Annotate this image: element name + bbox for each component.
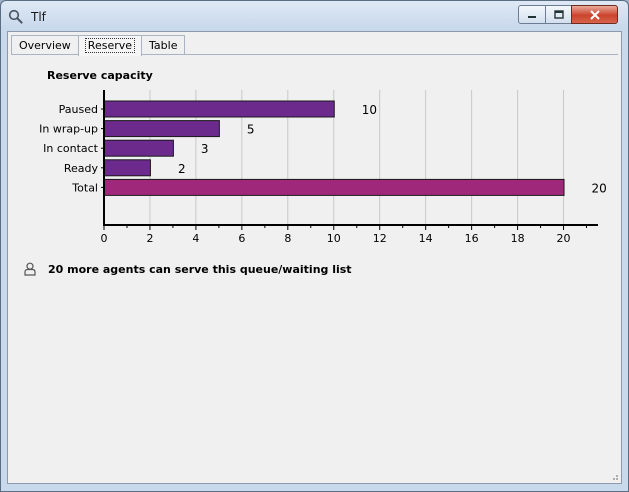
maximize-icon <box>553 10 564 19</box>
chart-title: Reserve capacity <box>47 69 153 82</box>
x-tick-label: 2 <box>146 232 153 245</box>
data-label: 2 <box>178 162 186 176</box>
agent-icon <box>24 262 36 276</box>
close-icon <box>589 9 600 20</box>
tab-bar: Overview Reserve Table <box>11 35 186 56</box>
x-tick-label: 18 <box>511 232 525 245</box>
tab-overview-label: Overview <box>19 39 71 52</box>
tab-reserve[interactable]: Reserve <box>77 35 143 56</box>
x-tick-label: 6 <box>238 232 245 245</box>
data-label: 20 <box>592 181 607 195</box>
bar-ready <box>104 159 151 177</box>
data-label: 10 <box>362 103 377 117</box>
category-label: In wrap-up <box>39 123 98 136</box>
x-tick-label: 12 <box>373 232 387 245</box>
title-bar[interactable]: Tlf <box>1 1 628 31</box>
x-tick-label: 20 <box>557 232 571 245</box>
bar-in-contact <box>104 139 174 157</box>
maximize-button[interactable] <box>545 5 572 24</box>
x-tick-label: 8 <box>284 232 291 245</box>
x-tick-label: 4 <box>192 232 199 245</box>
category-label: Ready <box>64 162 99 175</box>
bar-total <box>104 178 565 196</box>
tab-table[interactable]: Table <box>141 35 186 55</box>
category-label: Total <box>71 181 98 194</box>
data-label: 3 <box>201 142 209 156</box>
tab-reserve-label: Reserve <box>84 38 136 53</box>
x-tick-label: 10 <box>327 232 341 245</box>
close-button[interactable] <box>571 5 618 24</box>
window-title: Tlf <box>31 10 46 24</box>
x-tick-label: 14 <box>419 232 433 245</box>
search-icon <box>8 9 23 24</box>
tab-table-label: Table <box>149 39 178 52</box>
x-tick-label: 16 <box>465 232 479 245</box>
bar-in-wrap-up <box>104 120 220 138</box>
minimize-icon <box>528 15 536 18</box>
content-panel: Overview Reserve Table Reserve capacity … <box>7 31 622 484</box>
category-label: In contact <box>43 142 99 155</box>
data-label: 5 <box>247 123 255 137</box>
bar-paused <box>104 100 335 118</box>
minimize-button[interactable] <box>518 5 546 24</box>
reserve-capacity-chart: Paused 10 In wrap-up 5 In contact 3 Ready 2 Tota… <box>39 90 607 245</box>
tab-overview[interactable]: Overview <box>11 35 79 55</box>
tab-divider <box>11 54 618 55</box>
category-label: Paused <box>59 103 98 116</box>
x-tick-label: 0 <box>101 232 108 245</box>
capacity-message: 20 more agents can serve this queue/wait… <box>48 263 352 276</box>
resize-grip-icon[interactable] <box>609 471 619 481</box>
